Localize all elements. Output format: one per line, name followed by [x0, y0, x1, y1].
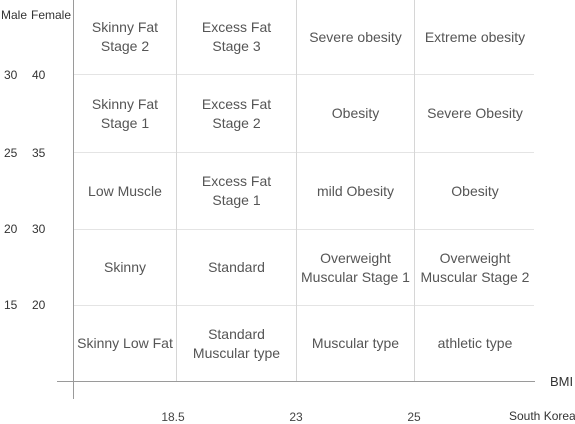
male-tick: 15 — [4, 298, 18, 312]
y-axis-line — [73, 0, 74, 399]
grid-row-divider — [74, 229, 534, 230]
grid-row-divider — [74, 152, 534, 153]
male-axis-title: Male — [1, 8, 28, 22]
grid-cell-skinny-fat-stage-1: Skinny Fat Stage 1 — [91, 95, 159, 131]
country-note: South Korea — [509, 409, 575, 423]
grid-column-divider — [414, 0, 415, 382]
female-tick: 40 — [32, 68, 46, 82]
grid-row-divider — [74, 305, 534, 306]
x-tick-label: 23 — [289, 410, 303, 424]
grid-cell-skinny-fat-stage-2: Skinny Fat Stage 2 — [91, 19, 159, 54]
grid-cell-obesity: Obesity — [331, 105, 380, 121]
x-tick-label: 18.5 — [161, 410, 185, 424]
grid-cell-low-muscle: Low Muscle — [88, 182, 162, 199]
grid-cell-overweight-muscular-stage-1: Overweight Muscular Stage 1 — [301, 249, 410, 285]
grid-cell-excess-fat-stage-2: Excess Fat Stage 2 — [201, 95, 272, 131]
grid-cell-standard: Standard — [208, 259, 265, 275]
x-axis-title: BMI — [550, 374, 574, 389]
grid-cell-excess-fat-stage-1: Excess Fat Stage 1 — [201, 173, 272, 208]
grid-cell-skinny: Skinny — [103, 259, 147, 275]
grid-cell-overweight-muscular-stage-2: Overweight Muscular Stage 2 — [420, 249, 530, 285]
grid-cell-excess-fat-stage-3: Excess Fat Stage 3 — [201, 19, 272, 54]
grid-cell-obesity: Obesity — [451, 182, 499, 199]
grid-cell-severe-obesity: Severe Obesity — [427, 105, 523, 121]
grid-cell-muscular-type: Muscular type — [311, 335, 400, 351]
x-axis-line — [57, 381, 535, 382]
male-tick: 20 — [4, 222, 18, 236]
grid-row-divider — [74, 74, 534, 75]
grid-cell-athletic-type: athletic type — [437, 335, 513, 351]
grid-column-divider — [296, 0, 297, 382]
female-tick: 20 — [32, 298, 46, 312]
male-tick: 30 — [4, 68, 18, 82]
female-axis-title: Female — [31, 8, 72, 22]
grid-cell-skinny-low-fat: Skinny Low Fat — [77, 335, 173, 351]
female-tick: 30 — [32, 222, 46, 236]
grid-cell-extreme-obesity: Extreme obesity — [424, 28, 526, 45]
x-tick-label: 25 — [407, 410, 421, 424]
female-tick: 35 — [32, 146, 46, 160]
grid-cell-standard-muscular-type: Standard Muscular type — [192, 325, 281, 361]
male-tick: 25 — [4, 146, 18, 160]
grid-column-divider — [176, 0, 177, 382]
grid-cell-mild-obesity: mild Obesity — [316, 182, 395, 199]
grid-cell-severe-obesity: Severe obesity — [309, 28, 402, 45]
